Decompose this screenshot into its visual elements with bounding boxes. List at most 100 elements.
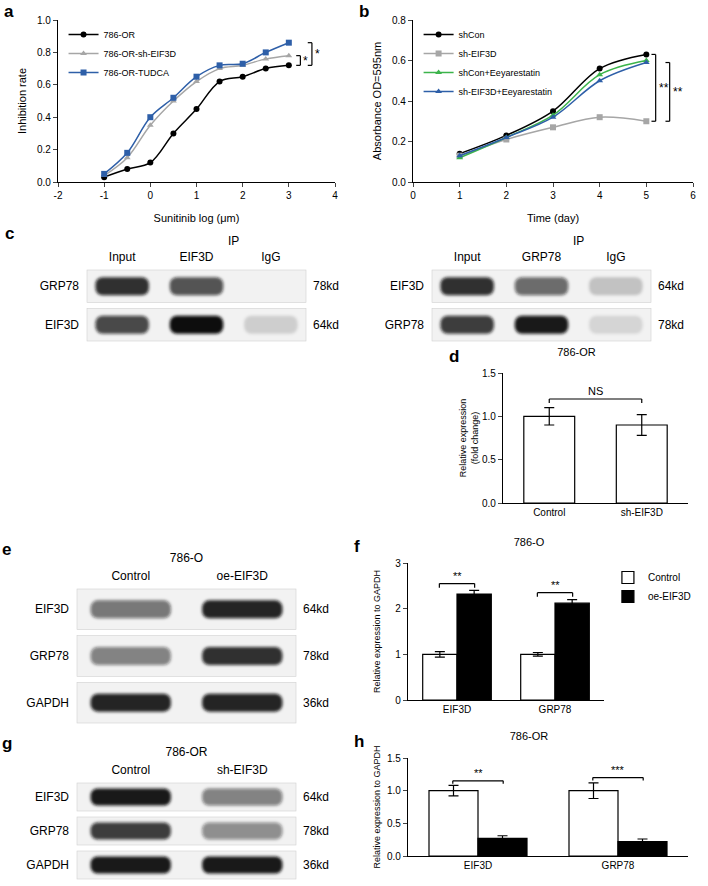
svg-text:0.0: 0.0	[392, 177, 406, 188]
svg-text:0.8: 0.8	[392, 15, 406, 26]
svg-text:Input: Input	[109, 250, 136, 264]
svg-text:GRP78: GRP78	[602, 860, 635, 871]
svg-text:oe-EIF3D: oe-EIF3D	[217, 569, 269, 583]
svg-text:0.0: 0.0	[37, 177, 51, 188]
svg-text:786-OR: 786-OR	[165, 745, 207, 759]
svg-text:EIF3D: EIF3D	[390, 279, 424, 293]
svg-text:*: *	[315, 47, 320, 61]
svg-text:786-OR: 786-OR	[510, 730, 549, 742]
svg-text:**: **	[474, 767, 483, 779]
svg-text:Input: Input	[454, 250, 481, 264]
svg-text:0.0: 0.0	[387, 851, 401, 862]
svg-text:2: 2	[504, 190, 510, 201]
svg-text:EIF3D: EIF3D	[35, 790, 69, 804]
svg-text:EIF3D: EIF3D	[464, 860, 492, 871]
svg-text:sh-EIF3D+Eeyarestatin: sh-EIF3D+Eeyarestatin	[459, 87, 552, 97]
svg-text:4: 4	[597, 190, 603, 201]
svg-text:786-OR-sh-EIF3D: 786-OR-sh-EIF3D	[104, 49, 177, 59]
svg-text:0.5: 0.5	[482, 454, 496, 465]
svg-text:EIF3D: EIF3D	[179, 250, 213, 264]
svg-text:sh-EIF3D: sh-EIF3D	[459, 49, 498, 59]
svg-text:0.6: 0.6	[392, 55, 406, 66]
svg-text:**: **	[551, 579, 560, 591]
svg-text:shCon: shCon	[459, 30, 485, 40]
svg-text:5: 5	[644, 190, 650, 201]
svg-text:0: 0	[148, 190, 154, 201]
svg-text:Control: Control	[111, 763, 150, 777]
svg-text:1.0: 1.0	[387, 785, 401, 796]
svg-text:78kd: 78kd	[313, 279, 339, 293]
svg-text:786-OR: 786-OR	[104, 30, 136, 40]
svg-text:Relative expression to GAPDH: Relative expression to GAPDH	[372, 745, 382, 868]
svg-text:1.0: 1.0	[482, 411, 496, 422]
svg-text:GRP78: GRP78	[30, 649, 70, 663]
svg-text:GRP78: GRP78	[30, 824, 70, 838]
svg-text:shCon+Eeyarestatin: shCon+Eeyarestatin	[459, 68, 540, 78]
svg-text:GRP78: GRP78	[522, 250, 562, 264]
svg-text:Absorbance OD=595nm: Absorbance OD=595nm	[371, 42, 383, 160]
svg-text:Sunitinib log (μm): Sunitinib log (μm)	[154, 212, 240, 224]
svg-text:Inhibition rate: Inhibition rate	[16, 68, 28, 134]
svg-text:oe-EIF3D: oe-EIF3D	[648, 591, 691, 602]
svg-text:***: ***	[611, 764, 625, 776]
svg-text:6: 6	[690, 190, 696, 201]
svg-text:36kd: 36kd	[303, 696, 329, 710]
svg-text:3: 3	[395, 558, 401, 569]
svg-text:786-O: 786-O	[514, 536, 545, 548]
svg-text:0: 0	[395, 695, 401, 706]
svg-text:0.4: 0.4	[37, 112, 51, 123]
svg-text:78kd: 78kd	[658, 318, 684, 332]
svg-text:GRP78: GRP78	[40, 279, 80, 293]
svg-text:-2: -2	[54, 190, 63, 201]
svg-text:0.8: 0.8	[37, 47, 51, 58]
svg-text:0.4: 0.4	[392, 96, 406, 107]
svg-text:786-O: 786-O	[170, 551, 203, 565]
svg-text:2: 2	[395, 603, 401, 614]
svg-text:3: 3	[550, 190, 556, 201]
svg-text:1.5: 1.5	[482, 368, 496, 379]
svg-text:3: 3	[286, 190, 292, 201]
svg-text:0: 0	[410, 190, 416, 201]
svg-text:2: 2	[240, 190, 246, 201]
svg-text:Control: Control	[533, 507, 565, 518]
svg-text:64kd: 64kd	[313, 318, 339, 332]
svg-text:Relative expression(fold chang: Relative expression(fold change)	[458, 399, 480, 478]
svg-text:GRP78: GRP78	[385, 318, 425, 332]
svg-text:78kd: 78kd	[303, 649, 329, 663]
svg-text:Time (day): Time (day)	[527, 212, 579, 224]
svg-text:EIF3D: EIF3D	[35, 602, 69, 616]
svg-text:0.6: 0.6	[37, 79, 51, 90]
svg-text:4: 4	[332, 190, 338, 201]
svg-text:Relative expression to GAPDH: Relative expression to GAPDH	[372, 570, 382, 693]
svg-text:786-OR: 786-OR	[557, 346, 596, 358]
svg-text:IgG: IgG	[606, 250, 625, 264]
svg-text:0.2: 0.2	[37, 144, 51, 155]
svg-text:1.5: 1.5	[387, 753, 401, 764]
svg-text:64kd: 64kd	[303, 790, 329, 804]
svg-text:**: **	[659, 81, 669, 95]
svg-text:GAPDH: GAPDH	[26, 858, 69, 872]
svg-text:64kd: 64kd	[303, 602, 329, 616]
svg-text:-1: -1	[100, 190, 109, 201]
svg-text:64kd: 64kd	[658, 279, 684, 293]
svg-text:0.2: 0.2	[392, 136, 406, 147]
svg-text:36kd: 36kd	[303, 858, 329, 872]
svg-text:EIF3D: EIF3D	[45, 318, 79, 332]
svg-text:1: 1	[457, 190, 463, 201]
svg-text:78kd: 78kd	[303, 824, 329, 838]
svg-text:Control: Control	[111, 569, 150, 583]
svg-text:0.0: 0.0	[482, 498, 496, 509]
svg-text:**: **	[453, 570, 462, 582]
svg-text:IgG: IgG	[261, 250, 280, 264]
svg-text:sh-EIF3D: sh-EIF3D	[621, 507, 663, 518]
svg-text:NS: NS	[588, 385, 603, 397]
svg-text:sh-EIF3D: sh-EIF3D	[217, 763, 268, 777]
svg-text:IP: IP	[573, 234, 584, 248]
svg-text:IP: IP	[228, 234, 239, 248]
svg-text:0.5: 0.5	[387, 818, 401, 829]
svg-text:*: *	[303, 54, 308, 68]
svg-text:Control: Control	[648, 572, 680, 583]
svg-text:GRP78: GRP78	[539, 704, 572, 715]
svg-text:EIF3D: EIF3D	[443, 704, 471, 715]
svg-text:GAPDH: GAPDH	[26, 696, 69, 710]
